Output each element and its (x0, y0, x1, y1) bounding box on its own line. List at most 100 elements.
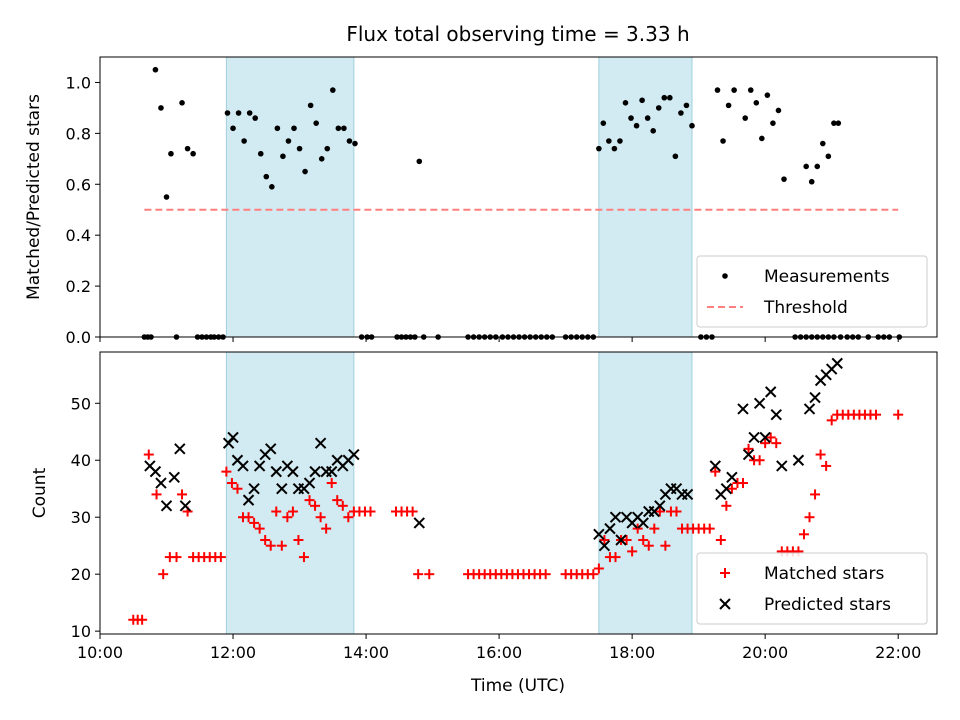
matched-star-point-80 (649, 523, 660, 534)
matched-star-point-71 (599, 535, 610, 545)
bot-legend-box (696, 552, 928, 625)
bottom-legend: Matched stars Predicted stars (696, 552, 928, 625)
predicted-star-point-24 (314, 437, 327, 449)
predicted-star-point-67 (831, 357, 843, 370)
predicted-star-point-58 (765, 386, 777, 398)
top-axes: 0.0 0.2 0.4 0.6 0.8 1.0 (66, 73, 899, 347)
matched-star-point-76 (627, 546, 638, 557)
bottom-panel: 10:00 12:00 14:00 16:00 18:00 20:00 22:00 10 20 3… (30, 351, 938, 696)
predicted-star-point-33 (598, 539, 611, 552)
bot-legend-label-0: Matched stars (764, 564, 884, 584)
bot-legend-marker-0 (720, 568, 730, 578)
predicted-star-point-6 (179, 500, 192, 512)
matched-star-point-92 (715, 535, 726, 545)
matched-star-point-96 (737, 478, 748, 489)
measurement-point-83 (639, 97, 645, 104)
measurement-point-37 (330, 87, 336, 93)
measurement-point-24 (257, 150, 264, 157)
measurement-point-105 (770, 120, 776, 126)
bot-y-tick-label-0: 10 (71, 622, 91, 641)
matched-star-point-3 (143, 449, 154, 460)
matched-star-point-8 (177, 489, 188, 500)
matched-star-point-108 (804, 512, 815, 523)
matched-star-point-7 (171, 552, 182, 563)
measurement-point-31 (296, 145, 303, 152)
measurement-point-3 (152, 66, 159, 73)
measurement-point-39 (341, 125, 347, 132)
top-legend-box (696, 255, 928, 328)
measurement-point-36 (324, 145, 331, 152)
bot-y-tick-label-1: 20 (71, 565, 91, 584)
matched-star-point-24 (265, 540, 276, 551)
matched-star-point-46 (407, 506, 418, 517)
bottom-shaded-regions (225, 351, 693, 635)
predicted-star-point-59 (770, 408, 782, 421)
matched-star-point-102 (771, 438, 782, 449)
measurement-point-4 (158, 105, 164, 111)
matched-star-point-63 (540, 569, 551, 580)
top-series-layer (141, 66, 903, 340)
measurement-point-76 (600, 120, 607, 126)
measurement-point-6 (168, 150, 174, 157)
matched-star-point-18 (232, 483, 243, 494)
bot-x-tick-label-2: 14:00 (343, 643, 389, 662)
measurement-point-26 (269, 184, 275, 190)
matched-star-point-70 (593, 563, 604, 574)
predicted-star-point-15 (265, 443, 277, 455)
measurement-point-35 (318, 156, 325, 162)
measurement-point-10 (190, 150, 196, 157)
predicted-star-point-26 (325, 465, 338, 478)
bot-x-tick-label-4: 18:00 (609, 643, 655, 662)
matched-star-point-20 (243, 512, 254, 523)
matched-star-point-34 (321, 523, 332, 534)
measurement-point-100 (742, 115, 749, 121)
top-y-tick-label-4: 0.8 (66, 124, 91, 143)
bottom-y-axis-label: Count (30, 467, 50, 518)
predicted-star-point-1 (149, 465, 162, 478)
shaded-region-1 (598, 56, 693, 338)
measurement-point-29 (285, 138, 292, 144)
predicted-star-point-63 (809, 391, 821, 404)
matched-star-point-31 (304, 495, 315, 506)
matched-star-point-77 (632, 523, 643, 534)
matched-star-point-33 (315, 512, 326, 523)
measurement-point-23 (252, 115, 259, 121)
shaded-region-0 (225, 351, 355, 635)
measurement-point-87 (661, 94, 668, 101)
measurement-point-106 (775, 107, 782, 114)
predicted-star-point-62 (803, 403, 816, 415)
measurement-point-92 (689, 122, 695, 129)
measurement-point-78 (611, 145, 618, 152)
measurement-point-99 (731, 87, 737, 93)
measurement-point-102 (753, 100, 760, 106)
matched-star-point-30 (298, 552, 309, 563)
matched-star-point-97 (743, 443, 754, 454)
predicted-star-point-17 (276, 483, 288, 495)
matched-star-point-109 (810, 489, 821, 500)
bot-y-tick-label-2: 30 (71, 508, 91, 527)
matched-star-point-78 (638, 535, 649, 545)
predicted-star-point-31 (413, 517, 425, 529)
predicted-star-point-12 (248, 483, 260, 495)
measurement-point-20 (235, 110, 242, 116)
matched-star-point-35 (326, 478, 337, 489)
matched-star-point-27 (282, 512, 293, 523)
measurement-point-81 (628, 115, 634, 121)
predicted-star-point-16 (270, 465, 282, 478)
top-y-tick-label-1: 0.2 (66, 277, 91, 296)
matched-star-point-5 (158, 569, 169, 580)
predicted-star-point-19 (287, 465, 299, 478)
matched-star-point-107 (798, 529, 809, 540)
predicted-star-point-40 (637, 517, 649, 529)
bot-y-tick-label-3: 40 (71, 451, 91, 470)
matched-star-point-37 (337, 500, 348, 511)
matched-star-point-79 (643, 540, 654, 551)
measurement-point-80 (622, 100, 629, 106)
bottom-plot-frame (99, 351, 938, 635)
matched-star-point-21 (249, 517, 260, 528)
matched-star-point-48 (424, 569, 435, 580)
matched-star-point-81 (654, 506, 665, 517)
measurement-point-79 (617, 138, 623, 144)
matched-star-point-82 (660, 540, 671, 551)
